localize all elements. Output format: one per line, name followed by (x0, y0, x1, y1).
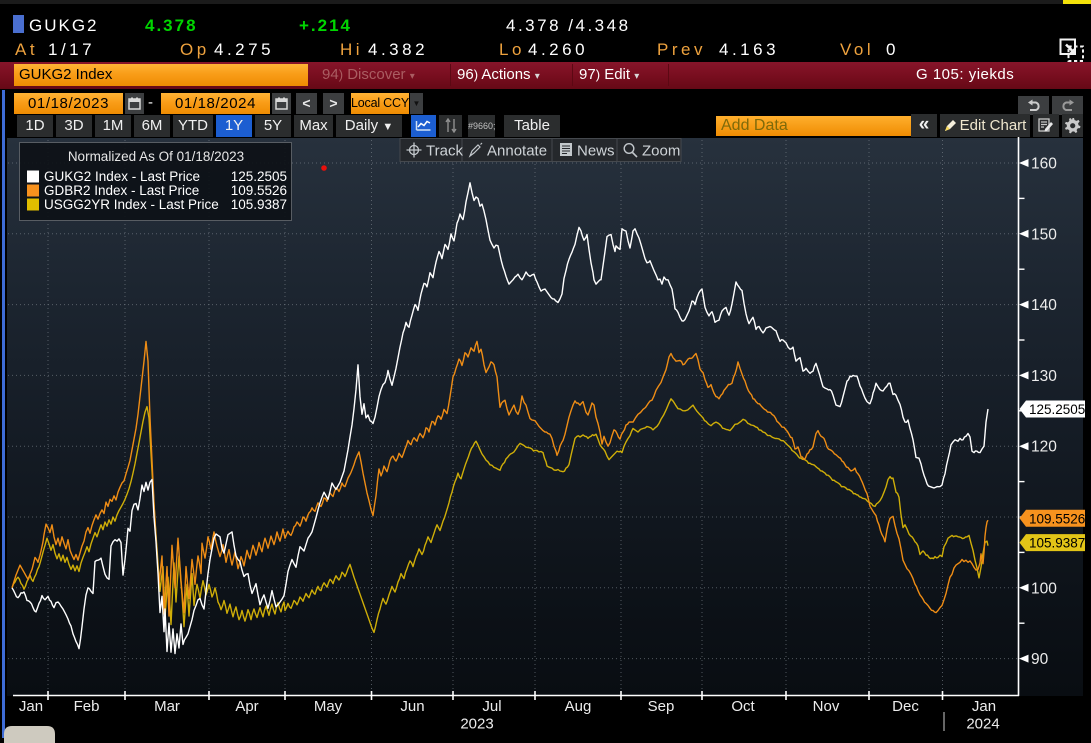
svg-text:GDBR2 Index - Last Price: GDBR2 Index - Last Price (44, 183, 199, 198)
svg-text:Apr: Apr (235, 698, 258, 715)
svg-text:GUKG2 Index - Last Price: GUKG2 Index - Last Price (44, 169, 200, 184)
svg-text:Normalized As Of 01/18/2023: Normalized As Of 01/18/2023 (68, 149, 244, 164)
svg-text:160: 160 (1031, 156, 1057, 173)
svg-text:Jan: Jan (19, 698, 43, 715)
svg-text:105.9387: 105.9387 (1029, 536, 1085, 551)
svg-text:May: May (314, 698, 343, 715)
svg-text:Feb: Feb (74, 698, 100, 715)
svg-text:News: News (577, 143, 615, 160)
svg-text:Sep: Sep (648, 698, 675, 715)
svg-text:2023: 2023 (460, 716, 493, 733)
svg-text:109.5526: 109.5526 (1029, 511, 1085, 526)
svg-text:90: 90 (1031, 651, 1049, 668)
svg-text:Track: Track (426, 143, 463, 160)
svg-text:140: 140 (1031, 297, 1057, 314)
svg-text:100: 100 (1031, 580, 1057, 597)
svg-text:Oct: Oct (731, 698, 755, 715)
svg-text:120: 120 (1031, 439, 1057, 456)
svg-text:Jun: Jun (400, 698, 424, 715)
svg-text:105.9387: 105.9387 (231, 197, 287, 212)
svg-text:Jan: Jan (972, 698, 996, 715)
svg-text:Aug: Aug (565, 698, 592, 715)
svg-text:USGG2YR Index - Last Price: USGG2YR Index - Last Price (44, 197, 219, 212)
svg-text:Annotate: Annotate (487, 143, 547, 160)
svg-text:109.5526: 109.5526 (231, 183, 287, 198)
svg-text:Nov: Nov (813, 698, 840, 715)
svg-text:Zoom: Zoom (642, 143, 680, 160)
svg-text:Mar: Mar (154, 698, 180, 715)
svg-text:130: 130 (1031, 368, 1057, 385)
svg-text:Dec: Dec (892, 698, 919, 715)
svg-text:2024: 2024 (966, 716, 999, 733)
svg-text:125.2505: 125.2505 (231, 169, 287, 184)
svg-text:125.2505: 125.2505 (1029, 402, 1085, 417)
svg-text:150: 150 (1031, 226, 1057, 243)
svg-text:Jul: Jul (482, 698, 501, 715)
